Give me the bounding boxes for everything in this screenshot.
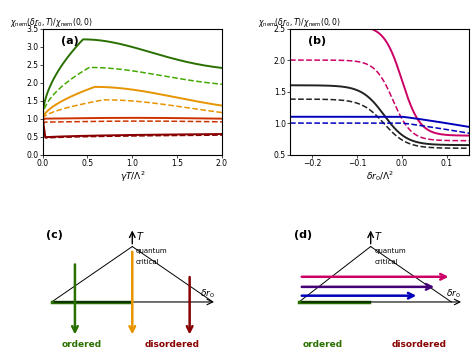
Text: $\delta r_0$: $\delta r_0$	[201, 288, 215, 301]
Text: $T$: $T$	[374, 231, 383, 242]
Text: (b): (b)	[308, 36, 326, 46]
Text: ordered: ordered	[62, 340, 102, 350]
Text: (d): (d)	[293, 230, 312, 240]
Text: $\chi_{\rm nem}(\delta r_0, T)/\chi_{\rm nem}(0,0)$: $\chi_{\rm nem}(\delta r_0, T)/\chi_{\rm…	[258, 16, 341, 29]
Text: $T$: $T$	[136, 231, 145, 242]
Text: $\chi_{\rm nem}(\delta r_0, T)/\chi_{\rm nem}(0,0)$: $\chi_{\rm nem}(\delta r_0, T)/\chi_{\rm…	[10, 16, 93, 29]
X-axis label: $\delta r_0/\Lambda^2$: $\delta r_0/\Lambda^2$	[365, 169, 394, 183]
Text: critical: critical	[374, 259, 398, 265]
Text: quantum: quantum	[136, 248, 167, 254]
X-axis label: $\gamma T/\Lambda^2$: $\gamma T/\Lambda^2$	[119, 169, 145, 183]
Text: critical: critical	[136, 259, 159, 265]
Text: ordered: ordered	[302, 340, 342, 350]
Text: $\delta r_0$: $\delta r_0$	[446, 288, 461, 301]
Text: disordered: disordered	[144, 340, 199, 350]
Text: quantum: quantum	[374, 248, 406, 254]
Text: (c): (c)	[46, 230, 63, 240]
Text: disordered: disordered	[392, 340, 447, 350]
Text: (a): (a)	[61, 36, 78, 46]
